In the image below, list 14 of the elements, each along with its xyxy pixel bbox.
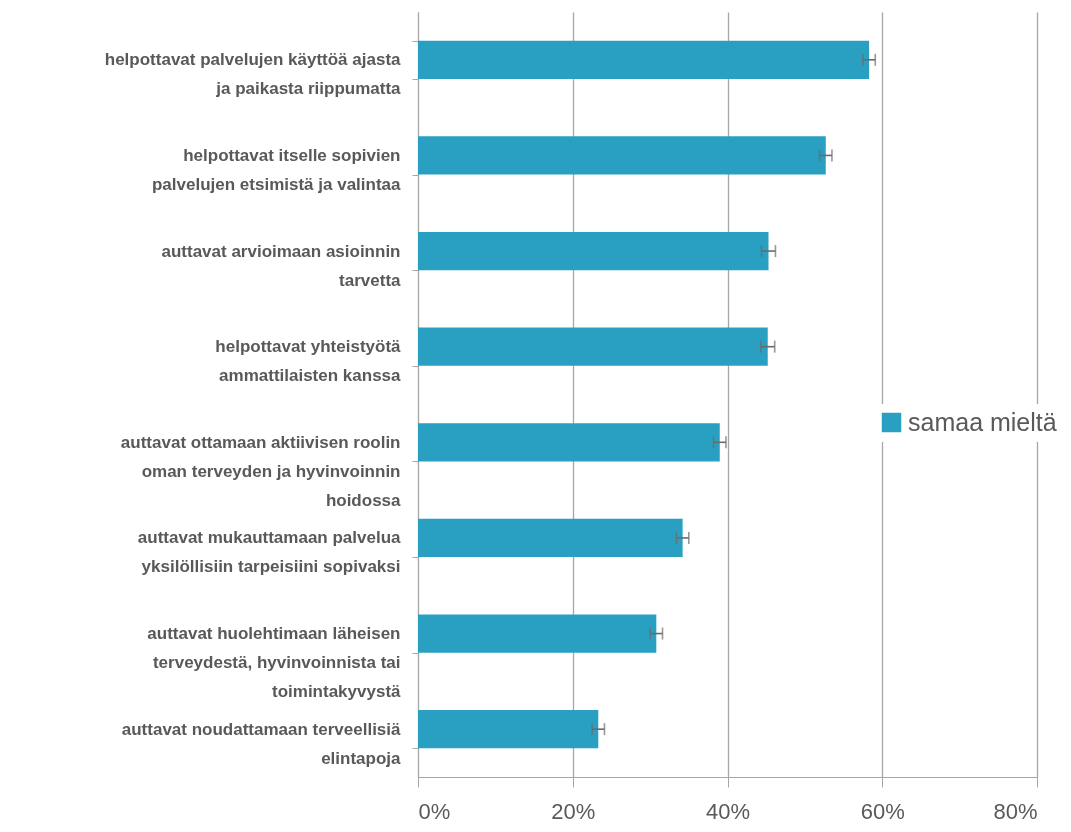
x-tick-label: 60%	[860, 798, 905, 824]
y-tick-label: auttavat ottamaan aktiivisen roolin oman terveyden ja hyvinvoinnin hoidossa	[120, 432, 402, 510]
y-tick-label: helpottavat itselle sopivien palvelujen etsimistä ja valintaa	[151, 145, 402, 194]
y-tick-label: auttavat mukauttamaan palvelua yksilöllisiin tarpeisiini sopivaksi	[137, 528, 402, 577]
y-tick-label: auttavat noudattamaan terveellisiä elintapoja	[121, 719, 402, 768]
x-tick-label: 0%	[418, 798, 451, 824]
legend-label: samaa mieltä	[908, 407, 1057, 436]
y-tick-label: helpottavat yhteistyötä ammattilaisten kanssa	[215, 337, 402, 386]
y-tick-label: auttavat huolehtimaan läheisen terveydestä, hyvinvoinnista tai toimintakyvystä	[147, 624, 402, 702]
x-tick-label: 40%	[705, 798, 751, 824]
x-tick-label: 20%	[551, 798, 596, 824]
y-tick-label: auttavat arvioimaan asioinnin tarvetta	[161, 241, 402, 290]
y-tick-label: helpottavat palvelujen käyttöä ajasta ja paikasta riippumatta	[104, 50, 402, 99]
x-tick-label: 80%	[993, 798, 1038, 824]
